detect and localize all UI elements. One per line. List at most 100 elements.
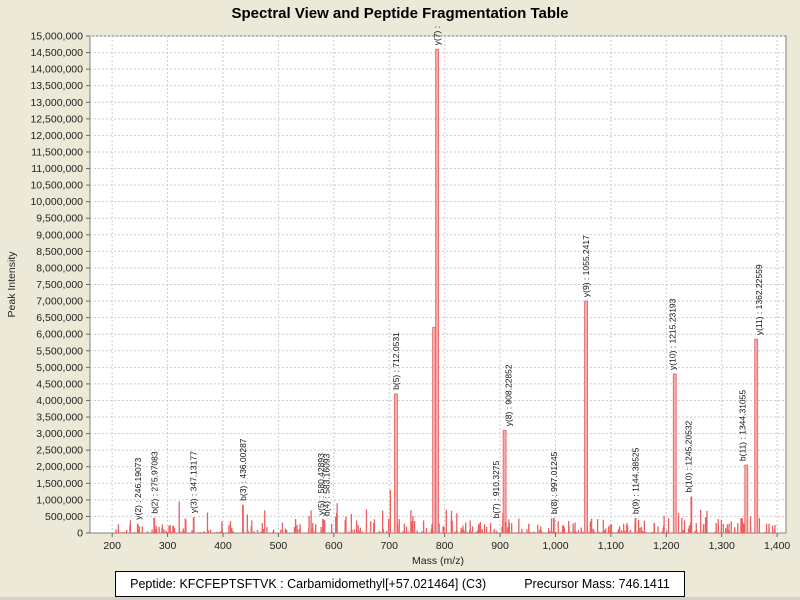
spectrum-peak [539,529,541,533]
spectrum-peak [169,525,171,533]
spectrum-peak [335,516,337,533]
spectrum-peak [551,531,554,533]
spectrum-peak [550,518,553,533]
spectrum-peak [727,529,730,533]
spectrum-peak [389,489,391,533]
spectrum-peak [688,530,690,533]
spectrum-peak [151,529,153,533]
spectrum-peak [162,531,165,533]
spectrum-peak [722,524,724,533]
spectrum-peak [493,528,495,533]
y-tick-label: 3,000,000 [36,428,83,440]
x-tick-label: 1,100 [598,540,624,552]
y-tick-label: 5,500,000 [36,345,83,357]
spectrum-peak [320,526,322,533]
spectrum-peak [413,520,416,533]
spectrum-peak [461,531,463,533]
spectrum-peak [592,528,594,533]
spectrum-peak-labeled [690,496,693,533]
spectrum-peak [554,531,557,533]
y-tick-label: 7,500,000 [36,279,83,291]
spectrum-peak [720,519,723,533]
peptide-sequence-label: Peptide: KFCFEPTSFTVK : Carbamidomethyl[… [130,577,487,591]
x-tick-label: 700 [380,540,398,552]
spectrum-peak [351,530,353,533]
y-tick-label: 10,500,000 [30,180,83,192]
peak-ion-label: y(5) : 580.42893 [316,453,326,515]
y-tick-label: 7,000,000 [36,296,83,308]
spectrum-peak [572,523,574,533]
spectrum-peak [286,529,288,533]
spectrum-peak-labeled [322,519,324,533]
spectrum-peak [677,513,680,533]
spectrum-peak [147,531,149,533]
spectrum-peak [476,530,479,533]
spectrum-peak [462,525,464,533]
spectrum-peak [138,526,141,533]
peak-ion-label: b(11) : 1344.31055 [737,390,747,461]
spectrum-peak [683,520,686,533]
spectrum-peak-labeled [584,300,588,534]
spectrum-peak [410,510,412,533]
x-tick-label: 1,400 [764,540,790,552]
spectrum-peak [198,532,201,533]
spectrum-peak [185,519,187,533]
spectrum-peak [373,519,376,533]
spectrum-peak [313,531,315,533]
spectrum-peak [353,529,355,533]
spectrum-peak [261,523,263,533]
spectrum-peak [605,528,607,533]
spectrum-peak [294,519,297,533]
peak-ion-label: b(8) : 997.01245 [549,451,559,514]
spectrum-peak [639,527,641,533]
spectrum-peak [465,522,467,533]
spectrum-peak [622,523,625,533]
x-tick-label: 600 [325,540,343,552]
spectrum-peak [170,531,172,533]
spectrum-peak [582,531,584,533]
spectrum-peak [336,503,338,533]
spectrum-peak [350,513,352,533]
spectrum-peak [381,510,384,533]
spectrum-peak [460,527,462,533]
spectrum-peak [574,522,576,533]
spectrum-peak [253,531,255,533]
spectrum-peak [154,529,156,533]
y-tick-label: 14,500,000 [30,47,83,59]
spectrum-peak [358,530,360,533]
spectrum-peak [618,526,621,533]
spectrum-peak [728,531,730,533]
spectrum-peak [728,523,730,533]
spectrum-peak [624,530,626,533]
spectrum-peak [166,531,169,533]
spectrum-peak [537,524,539,533]
spectrum-peak [609,524,611,533]
spectrum-peak [398,519,400,533]
y-tick-label: 13,500,000 [30,80,83,92]
x-axis-title: Mass (m/z) [412,555,464,567]
spectrum-peak [228,524,230,533]
spectrum-peak [561,525,564,533]
spectrum-peak [643,520,645,533]
spectrum-peak [203,532,206,533]
x-tick-label: 900 [491,540,509,552]
spectrum-peak [590,518,593,533]
spectrum-peak [730,521,732,533]
spectrum-peak [210,529,212,533]
y-tick-label: 5,000,000 [36,362,83,374]
spectrum-peak [610,524,613,533]
spectrum-peak [774,524,776,533]
chart-title: Spectral View and Peptide Fragmentation … [231,5,569,22]
spectrum-peak [575,531,577,533]
spectrum-peak [344,520,346,533]
spectrum-peak [172,525,174,533]
spectrum-peak [296,529,299,533]
y-tick-label: 9,000,000 [36,229,83,241]
y-tick-label: 8,000,000 [36,262,83,274]
spectrum-peak [489,532,491,533]
spectrum-peak [382,528,384,533]
x-tick-label: 1,300 [709,540,735,552]
y-tick-label: 3,500,000 [36,412,83,424]
spectrum-peak [619,532,622,533]
